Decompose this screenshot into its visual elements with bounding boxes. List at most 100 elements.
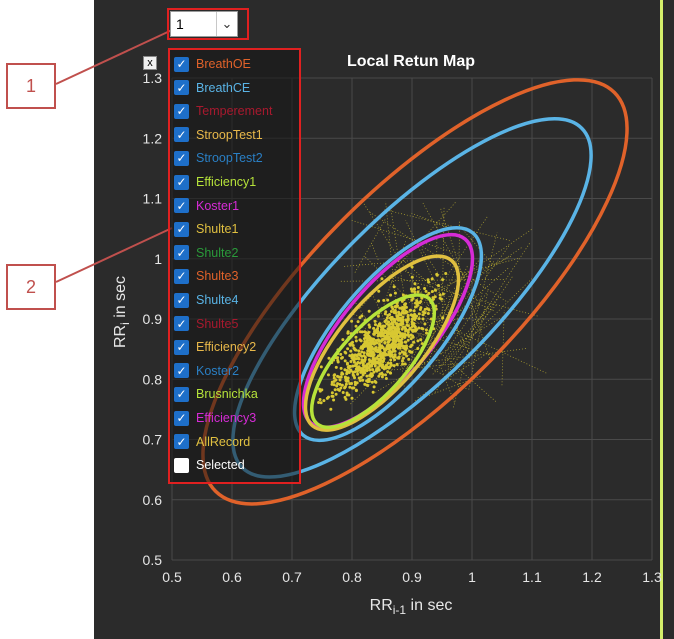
scatter-point (360, 350, 364, 354)
legend-label: Shulte2 (196, 245, 239, 260)
legend-item-brusnichka[interactable]: ✓ Brusnichka (174, 383, 258, 405)
legend-item-shulte3[interactable]: ✓ Shulte3 (174, 265, 238, 287)
connection-line (390, 209, 404, 292)
connection-line (468, 294, 488, 390)
x-tick-label: 0.5 (162, 569, 182, 585)
scatter-point (425, 331, 429, 335)
checkbox-checked-icon[interactable]: ✓ (174, 410, 189, 426)
legend-item-shulte2[interactable]: ✓ Shulte2 (174, 242, 238, 264)
checkbox-checked-icon[interactable]: ✓ (174, 339, 189, 355)
scatter-point (362, 345, 366, 349)
checkbox-checked-icon[interactable]: ✓ (174, 386, 189, 402)
checkbox-checked-icon[interactable]: ✓ (174, 103, 189, 119)
scatter-point (403, 332, 407, 336)
legend-item-efficiency3[interactable]: ✓ Efficiency3 (174, 407, 256, 429)
checkbox-checked-icon[interactable]: ✓ (174, 434, 189, 450)
scatter-point (354, 357, 358, 361)
scatter-point (350, 319, 354, 323)
legend-item-selected[interactable]: Selected (174, 454, 245, 476)
scatter-point (344, 397, 348, 401)
legend-item-efficiency2[interactable]: ✓ Efficiency2 (174, 336, 256, 358)
checkbox-checked-icon[interactable]: ✓ (174, 127, 189, 143)
legend-item-breathoe[interactable]: ✓ BreathOE (174, 53, 251, 75)
scatter-point (394, 304, 398, 308)
chevron-down-icon[interactable]: ⌄ (216, 12, 237, 36)
scatter-point (412, 309, 416, 313)
checkbox-checked-icon[interactable]: ✓ (174, 150, 189, 166)
connection-line (501, 309, 505, 386)
checkbox-checked-icon[interactable]: ✓ (174, 316, 189, 332)
checkbox-checked-icon[interactable]: ✓ (174, 268, 189, 284)
legend-item-temperement[interactable]: ✓ Temperement (174, 100, 272, 122)
legend-item-breathce[interactable]: ✓ BreathCE (174, 77, 250, 99)
connection-line (441, 206, 445, 326)
connection-line (354, 219, 386, 274)
scatter-point (425, 307, 429, 311)
scatter-point (354, 335, 358, 339)
scatter-point (349, 368, 353, 372)
close-legend-button[interactable]: x (143, 56, 157, 70)
scatter-point (389, 309, 393, 313)
checkbox-checked-icon[interactable]: ✓ (174, 292, 189, 308)
scatter-point (354, 324, 358, 328)
scatter-point (322, 399, 326, 403)
scatter-point (406, 324, 410, 328)
scatter-point (326, 373, 330, 377)
connection-line (444, 290, 489, 354)
scatter-point (392, 309, 396, 313)
scatter-point (414, 305, 418, 309)
series-select-dropdown[interactable]: 1 ⌄ (170, 11, 238, 37)
scatter-point (401, 356, 405, 360)
connection-line (387, 274, 538, 317)
scatter-point (388, 338, 392, 342)
scatter-point (393, 353, 397, 357)
scatter-point (406, 314, 410, 318)
legend-label: BreathCE (196, 80, 251, 95)
checkbox-checked-icon[interactable]: ✓ (174, 80, 189, 96)
legend-item-allrecord[interactable]: ✓ AllRecord (174, 431, 250, 453)
scatter-point (357, 349, 361, 353)
scatter-point (438, 293, 442, 297)
scatter-point (362, 371, 366, 375)
legend-item-shulte4[interactable]: ✓ Shulte4 (174, 289, 238, 311)
legend-item-efficiency1[interactable]: ✓ Efficiency1 (174, 171, 256, 193)
x-tick-label: 0.6 (222, 569, 242, 585)
checkbox-checked-icon[interactable]: ✓ (174, 245, 189, 261)
connection-line (389, 256, 512, 312)
scatter-point (421, 317, 425, 321)
scatter-point (381, 327, 385, 331)
legend-item-strooptest2[interactable]: ✓ StroopTest2 (174, 147, 263, 169)
scatter-point (346, 347, 350, 351)
checkbox-checked-icon[interactable]: ✓ (174, 56, 189, 72)
scatter-point (336, 382, 340, 386)
scatter-point (426, 311, 430, 315)
scatter-point (444, 271, 448, 275)
scatter-point (410, 343, 414, 347)
checkbox-checked-icon[interactable]: ✓ (174, 363, 189, 379)
legend-item-shulte1[interactable]: ✓ Shulte1 (174, 218, 238, 240)
scatter-point (377, 339, 381, 343)
scatter-point (391, 341, 395, 345)
checkbox-checked-icon[interactable]: ✓ (174, 221, 189, 237)
connection-line (404, 307, 454, 354)
checkbox-checked-icon[interactable]: ✓ (174, 198, 189, 214)
legend-item-koster2[interactable]: ✓ Koster2 (174, 360, 239, 382)
scatter-point (352, 360, 356, 364)
scatter-point (339, 375, 343, 379)
scatter-point (341, 338, 345, 342)
y-tick-label: 0.5 (143, 552, 163, 568)
scatter-point (384, 310, 388, 314)
checkbox-checked-icon[interactable]: ✓ (174, 174, 189, 190)
scatter-point (376, 350, 380, 354)
scatter-point (387, 320, 391, 324)
checkbox-unchecked-icon[interactable] (174, 457, 189, 473)
scatter-point (417, 326, 421, 330)
scatter-point (371, 354, 375, 358)
legend-item-koster1[interactable]: ✓ Koster1 (174, 195, 239, 217)
scatter-point (433, 295, 437, 299)
legend-item-strooptest1[interactable]: ✓ StroopTest1 (174, 124, 263, 146)
legend-label: AllRecord (196, 434, 251, 449)
legend-item-shulte5[interactable]: ✓ Shulte5 (174, 313, 238, 335)
scatter-point (365, 383, 369, 387)
scatter-point (362, 351, 366, 355)
